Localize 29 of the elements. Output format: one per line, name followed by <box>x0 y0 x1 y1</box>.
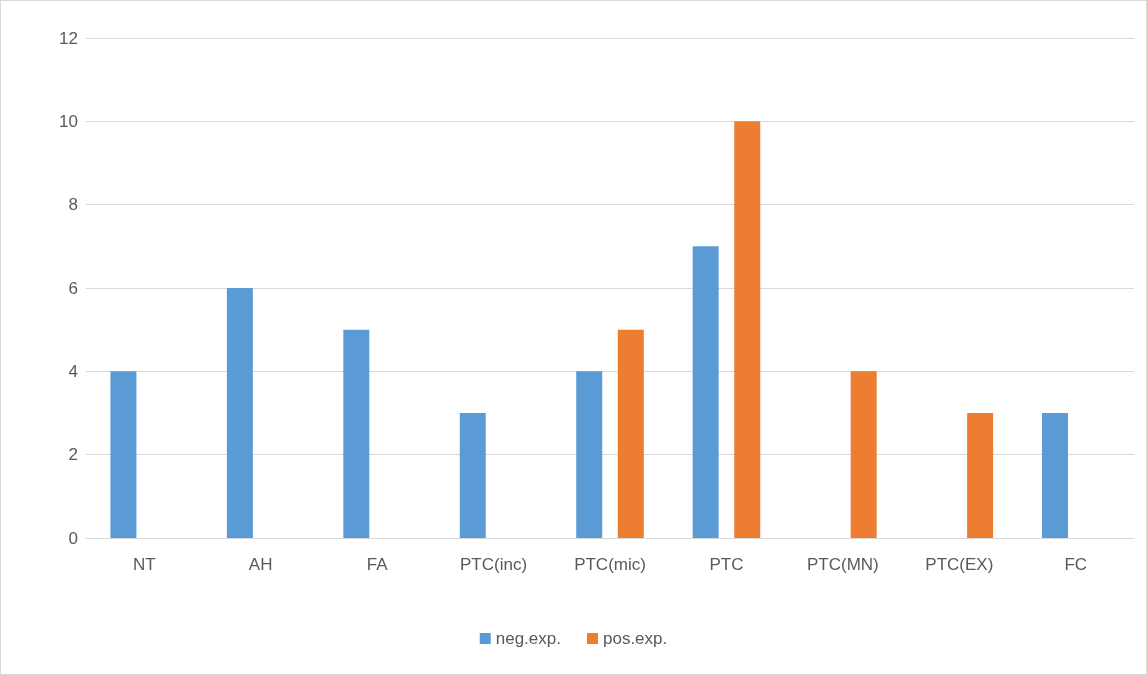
y-tick-label: 10 <box>59 111 78 131</box>
x-tick-label: PTC(inc) <box>460 555 528 574</box>
y-tick-label: 0 <box>68 528 78 548</box>
y-tick-label: 12 <box>59 28 78 48</box>
legend-label: pos.exp. <box>602 629 668 648</box>
x-tick-label: AH <box>248 555 273 574</box>
y-tick-label: 2 <box>68 445 78 465</box>
y-tick-label: 8 <box>68 195 78 215</box>
x-tick-label: NT <box>132 555 156 574</box>
bar <box>617 329 644 538</box>
x-tick-label: FA <box>366 555 389 574</box>
x-tick-label: PTC <box>709 555 744 574</box>
x-tick-label: PTC(EX) <box>925 555 994 574</box>
bar <box>343 329 370 538</box>
bar <box>459 413 486 538</box>
y-tick-label: 4 <box>68 361 78 381</box>
bar <box>850 371 877 538</box>
x-tick-label: FC <box>1064 555 1088 574</box>
bar <box>576 371 603 538</box>
x-tick-label: PTC(MN) <box>807 555 879 574</box>
y-tick-label: 6 <box>68 278 78 298</box>
bar <box>692 246 719 538</box>
bar <box>967 413 994 538</box>
legend-label: neg.exp. <box>495 629 561 648</box>
x-tick-label: PTC(mic) <box>574 555 646 574</box>
bar <box>734 121 761 538</box>
bar <box>1041 413 1068 538</box>
bar <box>226 288 253 538</box>
bar <box>110 371 137 538</box>
